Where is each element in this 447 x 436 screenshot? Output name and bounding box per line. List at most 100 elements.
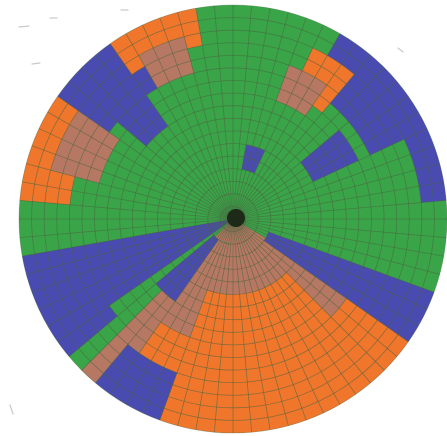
disc-cell-blue [278,236,293,246]
disc-cell-brown [80,117,99,138]
disc-cell-brown [241,241,249,255]
disc-cell-blue [369,270,387,289]
sector-line [213,218,234,433]
polar-disc [18,4,447,434]
disc-cell-orange [314,353,335,372]
disc-cell-orange [47,96,69,119]
disc-cell-blue [385,293,405,314]
disc-cell-orange [267,413,289,430]
disc-cell-orange [247,380,264,395]
sector-line [47,218,234,327]
disc-cell-blue [167,250,182,263]
disc-cell-orange [283,301,298,318]
disc-cell-orange [242,330,255,345]
disc-cell-orange [285,408,307,426]
disc-cell-brown [87,167,103,184]
disc-cell-orange [348,373,371,395]
disc-cell-blue [305,263,321,277]
disc-cell-blue [78,76,100,98]
disc-cell-blue [111,248,127,263]
sector-line [232,54,371,220]
disc-cell-brown [108,334,128,354]
disc-cell-blue [208,222,222,228]
disc-cell-blue [194,243,207,255]
disc-cell-brown [215,227,225,239]
disc-cell-orange [215,305,226,320]
disc-cell-orange [177,360,194,378]
disc-cell-blue [375,67,397,90]
sector-line [232,218,428,310]
disc-cell-brown [254,262,265,277]
disc-cell-brown [195,273,207,288]
disc-cell-orange [246,367,262,383]
disc-cell-blue [327,44,349,65]
disc-cell-brown [223,243,229,257]
disc-cell-orange [204,367,220,383]
disc-cell-orange [50,118,70,140]
disc-cell-brown [138,47,159,67]
disc-cell-orange [377,327,398,349]
disc-cell-blue [377,110,397,131]
sector-line [232,218,271,430]
disc-cell-orange [318,393,340,413]
disc-cell-brown [237,243,243,257]
scan-mark [31,62,41,65]
sector-line [47,111,234,220]
disc-cell-brown [247,238,258,250]
disc-cell-orange [180,20,201,37]
sector-line [232,17,307,220]
disc-cell-orange [259,364,276,381]
disc-cell-blue [357,85,378,106]
disc-cell-orange [307,371,328,391]
disc-cell-orange [321,363,342,383]
disc-cell-orange [338,334,358,354]
disc-cell-orange [222,331,233,345]
disc-cell-brown [238,229,246,242]
disc-cell-blue [348,43,371,65]
disc-cell-blue [185,231,199,241]
sector-line [195,8,234,220]
disc-cell-brown [284,65,303,83]
disc-cell-orange [257,352,273,368]
disc-cell-orange [326,344,347,364]
disc-cell-brown [280,77,297,94]
disc-cell-orange [258,287,271,302]
disc-cell-brown [62,158,80,177]
disc-cell-blue [126,393,148,413]
disc-cell-orange [159,12,181,30]
disc-cell-orange [180,401,201,418]
disc-cell-brown [163,65,182,83]
disc-cell-orange [233,294,241,308]
disc-cell-brown [261,257,274,271]
disc-cell-blue [324,253,340,267]
disc-cell-blue [134,269,151,284]
disc-cell-blue [387,81,409,104]
disc-cell-blue [119,344,140,364]
sector-line [232,218,435,293]
disc-cell-blue [68,327,89,349]
disc-cell-orange [241,318,253,332]
disc-cell-blue [204,235,216,246]
sector-line [195,218,234,430]
disc-cell-brown [269,267,282,281]
disc-cell-blue [88,105,108,126]
sector-line [232,218,357,395]
disc-cell-blue [47,249,63,268]
disc-cell-orange [233,382,249,396]
disc-cell-blue [124,363,145,383]
disc-cell-blue [397,96,419,119]
sector-line [232,218,385,371]
disc-cell-orange [59,173,75,191]
disc-cell-orange [203,316,216,331]
disc-cell-blue [197,227,211,235]
sector-line [68,81,234,220]
disc-cell-brown [158,53,178,71]
sector-line [232,218,398,357]
disc-cell-orange [38,150,56,171]
sector-line [232,218,324,414]
sector-line [232,163,440,220]
disc-cell-orange [164,396,185,414]
disc-cell-brown [50,154,68,174]
disc-cell-orange [211,330,224,345]
